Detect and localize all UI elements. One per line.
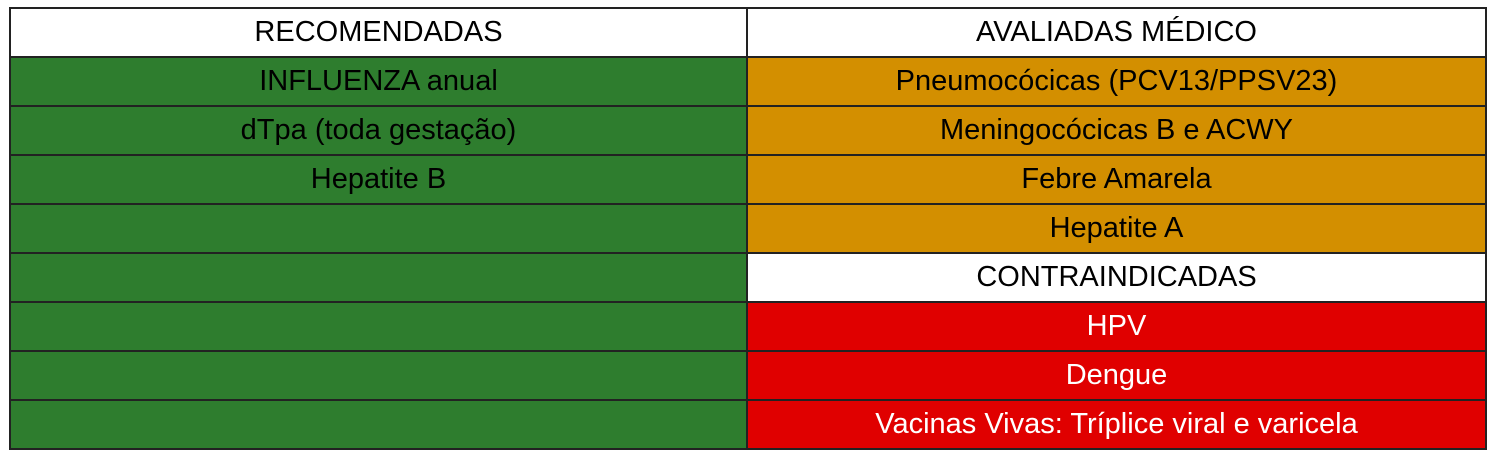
table-row: Vacinas Vivas: Tríplice viral e varicela xyxy=(9,399,1487,450)
table-row: Hepatite B Febre Amarela xyxy=(9,154,1487,205)
evaluated-cell: Febre Amarela xyxy=(746,154,1487,205)
header-row: RECOMENDADAS AVALIADAS MÉDICO xyxy=(9,7,1487,58)
evaluated-cell: Hepatite A xyxy=(746,203,1487,254)
recommended-cell: INFLUENZA anual xyxy=(9,56,748,107)
recommended-cell xyxy=(9,301,748,352)
header-recomendadas: RECOMENDADAS xyxy=(9,7,748,58)
header-avaliadas-medico: AVALIADAS MÉDICO xyxy=(746,7,1487,58)
table-row: HPV xyxy=(9,301,1487,352)
table-row: Hepatite A xyxy=(9,203,1487,254)
recommended-cell: dTpa (toda gestação) xyxy=(9,105,748,156)
recommended-cell xyxy=(9,252,748,303)
table-row: CONTRAINDICADAS xyxy=(9,252,1487,303)
evaluated-cell: Pneumocócicas (PCV13/PPSV23) xyxy=(746,56,1487,107)
recommended-cell xyxy=(9,399,748,450)
contraindicated-cell: HPV xyxy=(746,301,1487,352)
table-row: Dengue xyxy=(9,350,1487,401)
evaluated-cell: Meningocócicas B e ACWY xyxy=(746,105,1487,156)
vaccine-table: RECOMENDADAS AVALIADAS MÉDICO INFLUENZA … xyxy=(9,7,1487,450)
recommended-cell xyxy=(9,203,748,254)
contraindicated-cell: Dengue xyxy=(746,350,1487,401)
table-row: INFLUENZA anual Pneumocócicas (PCV13/PPS… xyxy=(9,56,1487,107)
recommended-cell xyxy=(9,350,748,401)
recommended-cell: Hepatite B xyxy=(9,154,748,205)
table-row: dTpa (toda gestação) Meningocócicas B e … xyxy=(9,105,1487,156)
header-contraindicadas: CONTRAINDICADAS xyxy=(746,252,1487,303)
contraindicated-cell: Vacinas Vivas: Tríplice viral e varicela xyxy=(746,399,1487,450)
